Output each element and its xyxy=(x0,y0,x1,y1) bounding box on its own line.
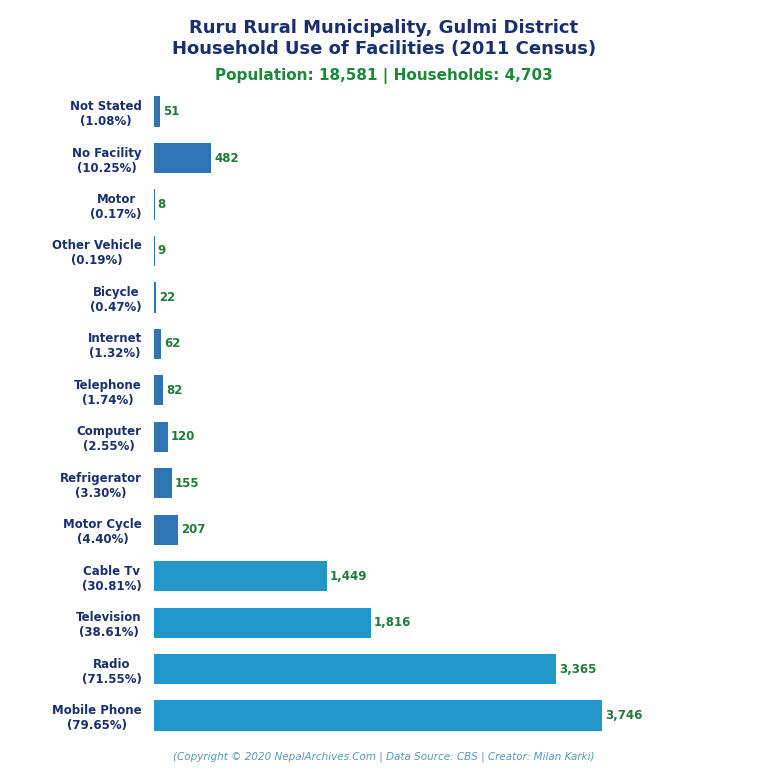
Text: 1,449: 1,449 xyxy=(330,570,367,583)
Text: 62: 62 xyxy=(164,337,180,350)
Bar xyxy=(154,97,160,127)
Text: Ruru Rural Municipality, Gulmi District: Ruru Rural Municipality, Gulmi District xyxy=(190,19,578,37)
Bar xyxy=(154,654,556,684)
Bar xyxy=(154,515,178,545)
Text: 482: 482 xyxy=(214,151,239,164)
Text: Household Use of Facilities (2011 Census): Household Use of Facilities (2011 Census… xyxy=(172,40,596,58)
Text: 120: 120 xyxy=(171,430,195,443)
Text: 9: 9 xyxy=(157,244,166,257)
Text: 22: 22 xyxy=(159,291,175,304)
Bar xyxy=(154,561,327,591)
Bar xyxy=(154,376,164,406)
Text: 3,746: 3,746 xyxy=(605,709,642,722)
Text: Population: 18,581 | Households: 4,703: Population: 18,581 | Households: 4,703 xyxy=(215,68,553,84)
Text: 8: 8 xyxy=(157,198,166,211)
Text: 1,816: 1,816 xyxy=(374,616,412,629)
Text: 82: 82 xyxy=(167,384,183,397)
Bar xyxy=(154,700,602,730)
Text: (Copyright © 2020 NepalArchives.Com | Data Source: CBS | Creator: Milan Karki): (Copyright © 2020 NepalArchives.Com | Da… xyxy=(174,751,594,762)
Text: 51: 51 xyxy=(163,105,179,118)
Bar xyxy=(154,468,172,498)
Bar xyxy=(154,422,168,452)
Bar xyxy=(154,607,371,637)
Bar xyxy=(154,283,156,313)
Text: 155: 155 xyxy=(175,477,200,490)
Bar xyxy=(154,143,211,173)
Text: 207: 207 xyxy=(181,523,206,536)
Bar xyxy=(154,329,161,359)
Text: 3,365: 3,365 xyxy=(559,663,597,676)
